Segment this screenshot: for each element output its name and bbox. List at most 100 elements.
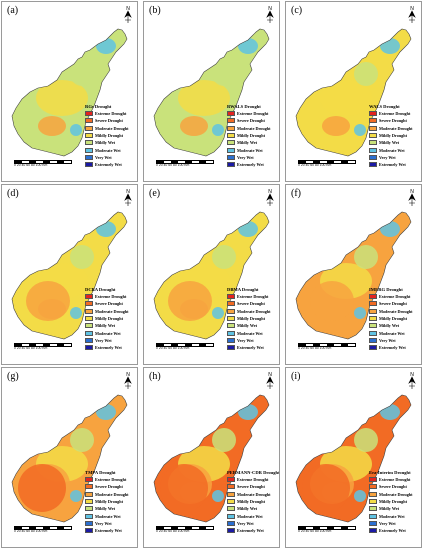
map-patch xyxy=(320,80,372,116)
legend-swatch xyxy=(85,154,93,160)
scale-bar-label: 0 20 40 60 80 100 Km xyxy=(156,346,190,350)
legend: TMPA Drought Extreme Drought Severe Drough… xyxy=(85,470,137,534)
legend-swatch xyxy=(227,330,235,336)
map-patch xyxy=(212,245,236,269)
legend-item: Mildly Wet xyxy=(227,322,279,329)
legend-swatch xyxy=(85,345,93,351)
legend-swatch xyxy=(369,477,377,483)
legend-item: Mildly Wet xyxy=(85,322,137,329)
scale-bar: 0 20 40 60 80 100 Km xyxy=(14,343,72,351)
legend-label: Very Wet xyxy=(95,154,112,160)
map-patch xyxy=(70,124,82,136)
country-border xyxy=(11,394,128,523)
drought-map xyxy=(153,28,270,157)
legend-label: Mildly Wet xyxy=(237,140,258,146)
legend-swatch xyxy=(227,528,235,534)
north-label: N xyxy=(410,189,414,195)
legend-label: Moderate Drought xyxy=(237,308,271,314)
legend-swatch xyxy=(369,162,377,168)
legend-item: Mildly Wet xyxy=(85,139,137,146)
north-arrow-icon: N xyxy=(408,189,416,206)
map-patch xyxy=(354,62,378,86)
legend-label: Moderate Wet xyxy=(237,147,263,153)
legend: WALS Drought Extreme Drought Severe Drough… xyxy=(369,104,421,168)
legend: RGs Drought Extreme Drought Severe Drought… xyxy=(85,104,137,168)
north-arrow-icon: N xyxy=(124,6,132,23)
legend-label: Moderate Drought xyxy=(379,308,413,314)
legend-label: Extreme Drought xyxy=(237,294,269,300)
map-patch xyxy=(380,38,400,54)
scale-bar: 0 20 40 60 80 100 Km xyxy=(298,160,356,168)
legend-label: Moderate Drought xyxy=(95,308,129,314)
north-label: N xyxy=(126,189,130,195)
legend-swatch xyxy=(227,337,235,343)
legend-item: Severe Drought xyxy=(369,483,421,490)
scale-bar-label: 0 20 40 60 80 100 Km xyxy=(14,346,48,350)
panel-label: (g) xyxy=(7,371,19,382)
scale-bar-graphic xyxy=(298,526,356,530)
legend-label: Extremely Wet xyxy=(237,528,264,534)
legend-label: Severe Drought xyxy=(237,484,265,490)
legend-label: Extreme Drought xyxy=(237,477,269,483)
legend-swatch xyxy=(369,294,377,300)
legend-swatch xyxy=(369,520,377,526)
legend: RWALS Drought Extreme Drought Severe Droug… xyxy=(227,104,279,168)
legend-swatch xyxy=(85,513,93,519)
legend-label: Severe Drought xyxy=(237,301,265,307)
north-arrow-icon: N xyxy=(124,189,132,206)
legend-label: Severe Drought xyxy=(379,301,407,307)
map-patch xyxy=(354,490,366,502)
drought-map xyxy=(11,28,128,157)
legend-label: Mildly Wet xyxy=(379,506,400,512)
scale-bar-graphic xyxy=(298,160,356,164)
north-label: N xyxy=(126,6,130,12)
legend-item: Mildly Wet xyxy=(369,505,421,512)
north-arrow-icon: N xyxy=(266,189,274,206)
legend-item: Extreme Drought xyxy=(369,476,421,483)
legend-item: Extremely Wet xyxy=(85,344,137,351)
legend-swatch xyxy=(227,147,235,153)
legend-item: Severe Drought xyxy=(369,300,421,307)
legend-label: Moderate Wet xyxy=(95,147,121,153)
legend-swatch xyxy=(227,513,235,519)
legend-item: Mildly Drought xyxy=(227,132,279,139)
legend-item: Moderate Wet xyxy=(227,146,279,153)
legend-item: Mildly Drought xyxy=(369,498,421,505)
legend-label: Moderate Drought xyxy=(237,125,271,131)
legend-item: Extreme Drought xyxy=(227,293,279,300)
map-patch xyxy=(310,281,354,321)
legend-item: Mildly Drought xyxy=(227,498,279,505)
legend-item: Extreme Drought xyxy=(85,476,137,483)
legend-item: Moderate Wet xyxy=(85,146,137,153)
legend-title: DBMA Drought xyxy=(227,287,259,292)
legend-label: Moderate Wet xyxy=(95,513,121,519)
legend-item: Extreme Drought xyxy=(227,476,279,483)
legend-item: Severe Drought xyxy=(85,117,137,124)
country-border xyxy=(11,211,128,340)
legend-swatch xyxy=(369,316,377,322)
drought-map xyxy=(11,211,128,340)
legend-label: Very Wet xyxy=(237,520,254,526)
map-patch xyxy=(178,80,230,116)
legend-label: Extremely Wet xyxy=(379,162,406,168)
legend-item: Moderate Wet xyxy=(369,512,421,519)
country-border xyxy=(153,211,270,340)
drought-map xyxy=(295,394,412,523)
legend-item: Severe Drought xyxy=(85,300,137,307)
legend-swatch xyxy=(85,133,93,139)
legend-item: Severe Drought xyxy=(227,117,279,124)
legend-swatch xyxy=(85,484,93,490)
map-patch xyxy=(36,80,88,116)
legend-label: Mildly Drought xyxy=(379,133,407,139)
map-patch xyxy=(70,307,82,319)
map-panel: (b) N RWALS Drought Extreme Drought Severe D… xyxy=(143,1,280,182)
legend-label: Very Wet xyxy=(237,337,254,343)
legend-label: Extreme Drought xyxy=(237,111,269,117)
legend-swatch xyxy=(85,308,93,314)
scale-bar-graphic xyxy=(14,526,72,530)
legend-swatch xyxy=(227,484,235,490)
legend-swatch xyxy=(369,308,377,314)
north-label: N xyxy=(268,6,272,12)
scale-bar-label: 0 20 40 60 80 100 Km xyxy=(156,529,190,533)
drought-map xyxy=(153,394,270,523)
